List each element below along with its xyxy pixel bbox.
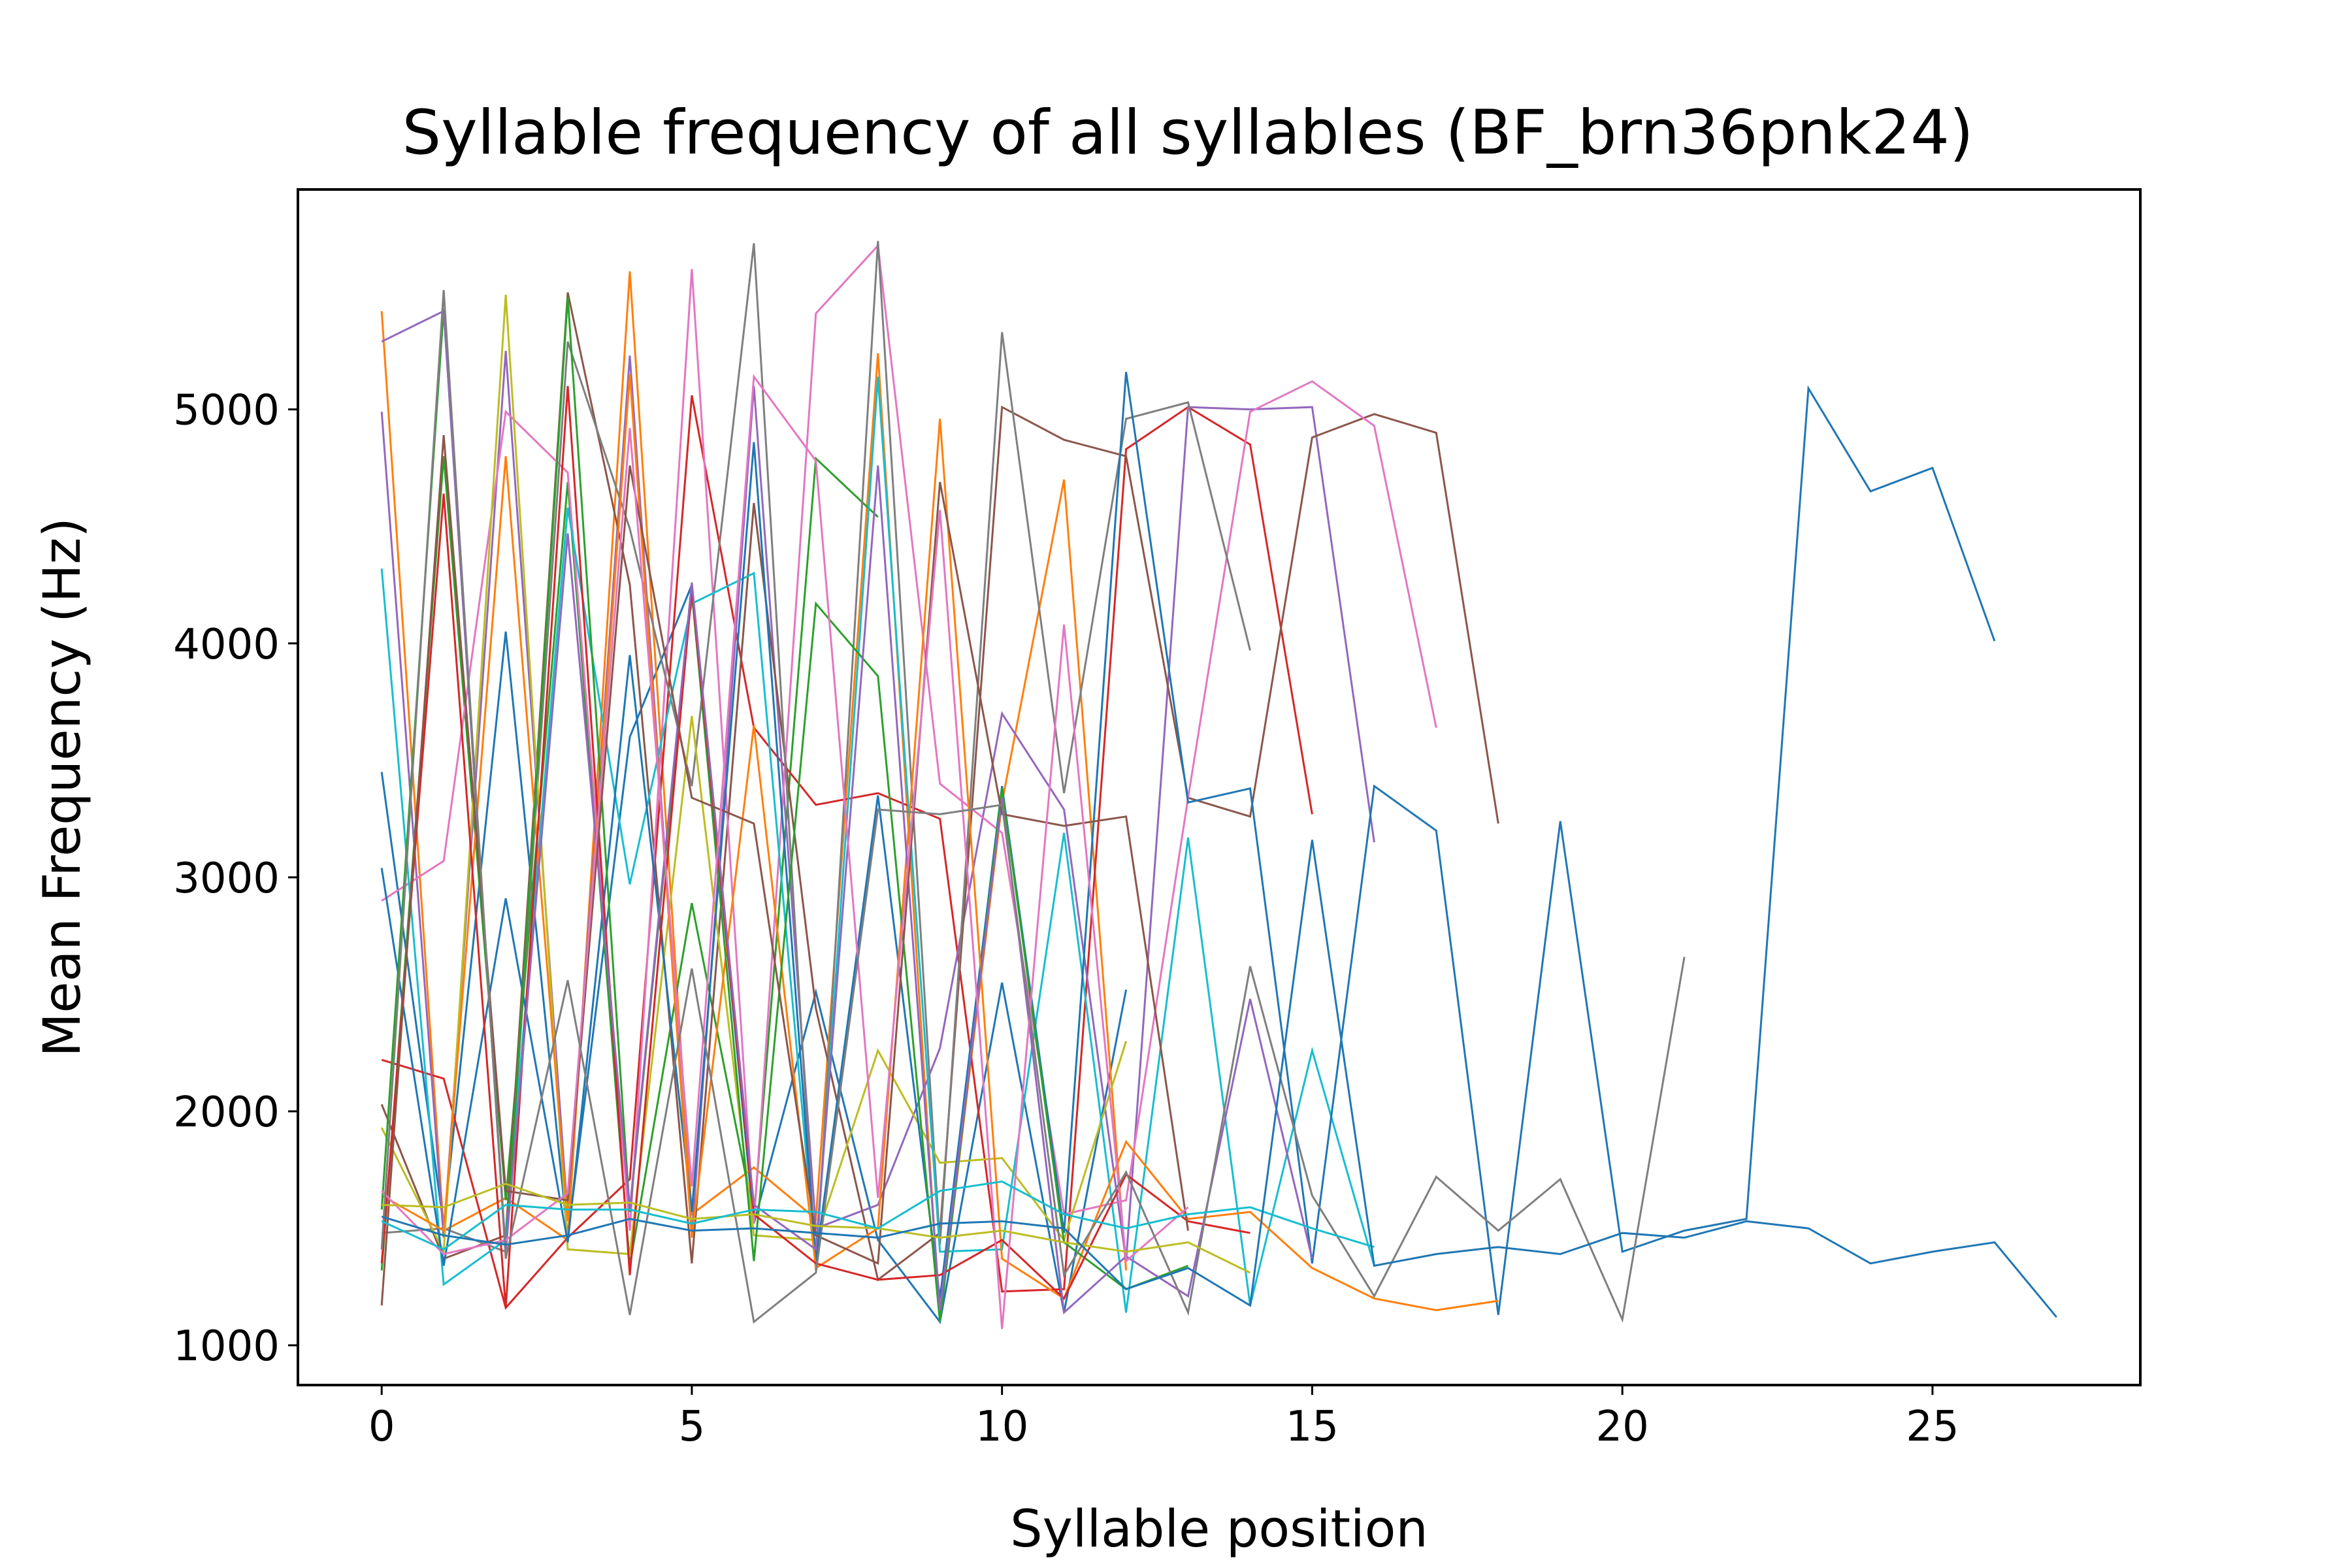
y-tick-label: 2000 [173, 1088, 280, 1137]
series-line [381, 395, 1313, 1310]
y-tick-label: 5000 [173, 387, 280, 435]
series-line [380, 372, 1996, 1315]
series-line [380, 385, 1250, 1308]
y-axis-label: Mean Frequency (Hz) [33, 517, 92, 1057]
series-line [381, 374, 1189, 1330]
y-axis: 1000 2000 3000 4000 5000 [173, 387, 298, 1371]
x-tick-label: 25 [1906, 1403, 1959, 1451]
series-layer [380, 240, 2057, 1330]
series-line [380, 289, 1686, 1324]
series-line [380, 376, 1375, 1313]
x-tick-label: 15 [1286, 1403, 1339, 1451]
series-line [381, 374, 1499, 1311]
series-line [381, 309, 1313, 1315]
y-tick-label: 4000 [173, 621, 280, 669]
series-line [381, 840, 2057, 1318]
series-line [381, 1180, 1375, 1251]
chart-title: Syllable frequency of all syllables (BF_… [402, 97, 1973, 169]
series-line [380, 297, 1189, 1322]
x-tick-label: 20 [1595, 1403, 1648, 1451]
x-axis: 0 5 10 15 20 25 [368, 1385, 1959, 1451]
y-tick-label: 1000 [173, 1322, 280, 1371]
x-tick-label: 10 [975, 1403, 1028, 1451]
series-line [380, 295, 1128, 1256]
y-tick-label: 3000 [173, 855, 280, 903]
x-axis-label: Syllable position [1010, 1500, 1428, 1559]
x-tick-label: 0 [368, 1403, 395, 1451]
plot-frame [297, 188, 2142, 1386]
series-line [382, 1183, 1251, 1274]
series-line [380, 434, 1189, 1306]
x-tick-label: 5 [679, 1403, 706, 1451]
